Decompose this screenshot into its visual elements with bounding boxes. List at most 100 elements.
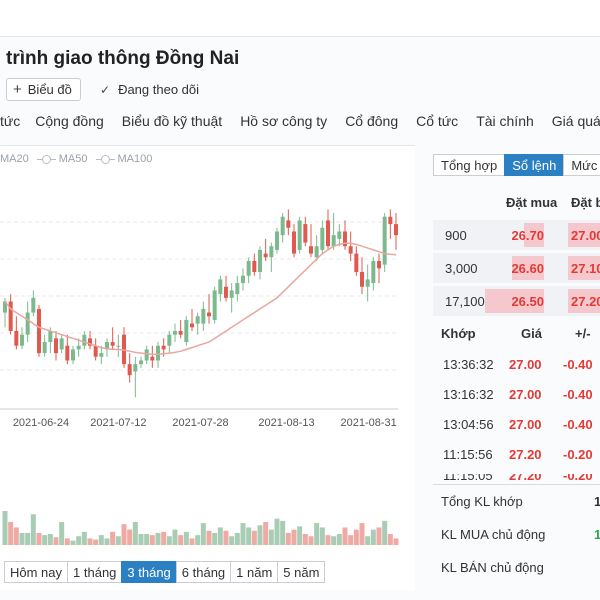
tab-technical-chart[interactable]: Biểu đồ kỹ thuật: [121, 113, 223, 129]
candle-body: [195, 316, 200, 324]
candle-body: [246, 260, 251, 276]
volume-bar: [325, 535, 331, 545]
trade-change: -0.40: [563, 357, 593, 372]
candle-body: [263, 253, 268, 258]
volume-bar: [155, 532, 161, 545]
candle-body: [320, 227, 325, 250]
candle-body: [292, 231, 296, 254]
volume-bar: [2, 511, 8, 545]
x-tick-label: 2021-08-13: [258, 417, 314, 429]
tab-news[interactable]: tức: [0, 113, 21, 129]
volume-bar: [98, 535, 104, 545]
volume-bar: [30, 514, 36, 545]
volume-bar: [308, 536, 314, 545]
tab-financials[interactable]: Tài chính: [476, 113, 534, 129]
legend-ma20-label: MA20: [0, 153, 29, 165]
candle-body: [144, 349, 149, 361]
candle-body: [309, 246, 313, 254]
tab-levels[interactable]: Mức: [563, 154, 600, 176]
tab-order-book[interactable]: Sổ lệnh: [504, 154, 565, 176]
candle-body: [382, 216, 387, 265]
volume-bar: [36, 532, 42, 545]
volume-bar: [47, 534, 53, 545]
range-3-months[interactable]: 3 tháng: [121, 561, 177, 583]
candle-body: [275, 231, 279, 250]
volume-bar: [76, 536, 82, 545]
ask-highlight: [568, 223, 600, 247]
volume-bar: [263, 521, 269, 545]
legend-ma20[interactable]: MA20: [0, 153, 29, 165]
volume-bar: [127, 529, 133, 545]
toggle-circle-icon: [36, 155, 56, 164]
range-5-years[interactable]: 5 năm: [277, 561, 326, 583]
tab-community[interactable]: Cộng đồng: [35, 113, 104, 129]
bid-volume-bar: [512, 256, 544, 280]
candle-body: [388, 216, 393, 225]
volume-bar: [314, 523, 320, 545]
tab-dividends[interactable]: Cổ tức: [416, 113, 459, 129]
total-matched-value: 1: [594, 494, 600, 509]
range-today[interactable]: Hôm nay: [4, 561, 69, 583]
candle-body: [201, 308, 206, 324]
candle-body: [241, 275, 245, 284]
tab-summary[interactable]: Tổng hợp: [433, 154, 506, 176]
trade-row: 13:04:56 27.00 -0.40: [433, 409, 600, 439]
candle-body: [127, 364, 132, 376]
candle-body: [20, 334, 24, 346]
tab-company-profile[interactable]: Hồ sơ công ty: [240, 113, 328, 129]
volume-bar: [331, 536, 337, 545]
bid-volume: 17,100: [445, 294, 485, 309]
nav-tabs: tức Cộng đồng Biểu đồ kỹ thuật Hồ sơ côn…: [0, 113, 600, 135]
candle-body: [258, 249, 262, 273]
tab-shareholders[interactable]: Cổ đông: [345, 113, 399, 129]
range-6-months[interactable]: 6 tháng: [175, 561, 232, 583]
ask-header: Đặt b: [571, 195, 600, 210]
candle-body: [337, 231, 342, 239]
volume-bar: [376, 527, 382, 545]
candle-body: [371, 260, 376, 284]
volume-bar: [161, 531, 167, 545]
volume-bar: [302, 534, 308, 545]
volume-bar: [166, 536, 172, 545]
volume-bar: [42, 535, 48, 545]
trade-price: 27.00: [509, 357, 542, 372]
candle-body: [235, 283, 240, 295]
legend-ma100[interactable]: MA100: [95, 153, 152, 165]
candle-body: [31, 297, 36, 313]
volume-bar: [212, 532, 218, 545]
ask-price: 27.20: [571, 294, 600, 309]
volume-bar: [246, 527, 252, 545]
volume-bar: [183, 531, 189, 545]
plus-icon: +: [13, 81, 22, 98]
candle-body: [14, 330, 19, 346]
candle-body: [354, 253, 359, 273]
candle-body: [59, 338, 64, 350]
candle-body: [88, 338, 92, 346]
trade-change: -0.40: [563, 417, 593, 432]
candle-body: [82, 334, 87, 346]
volume-bar: [19, 532, 25, 545]
active-buy-value: 1: [594, 527, 600, 542]
follow-button[interactable]: ✓ Đang theo dõi: [100, 78, 199, 101]
legend-ma50[interactable]: MA50: [36, 153, 88, 165]
volume-bar: [195, 535, 201, 545]
trade-time-header: Khớp: [441, 326, 476, 341]
candle-body: [269, 246, 274, 258]
range-1-month[interactable]: 1 tháng: [67, 561, 123, 583]
chart-button-label: Biểu đồ: [27, 82, 72, 97]
volume-bar: [13, 527, 19, 545]
candle-body: [229, 290, 234, 298]
candle-body: [156, 345, 160, 361]
legend-ma50-label: MA50: [58, 153, 88, 165]
volume-bar: [25, 532, 31, 545]
trade-change-header: +/-: [575, 326, 591, 341]
price-chart[interactable]: 2021-06-24 2021-07-12 2021-07-28 2021-08-13…: [0, 145, 415, 555]
trade-row: 13:16:32 27.00 -0.40: [433, 379, 600, 409]
range-1-year[interactable]: 1 năm: [230, 561, 279, 583]
volume-bar: [178, 535, 184, 545]
candle-body: [365, 279, 370, 287]
tab-price-history[interactable]: Giá quá khứ: [551, 113, 600, 129]
range-selector: Hôm nay 1 tháng 3 tháng 6 tháng 1 năm 5 …: [4, 561, 326, 583]
chart-button[interactable]: + Biểu đồ: [6, 78, 81, 101]
candle-body: [110, 342, 115, 346]
